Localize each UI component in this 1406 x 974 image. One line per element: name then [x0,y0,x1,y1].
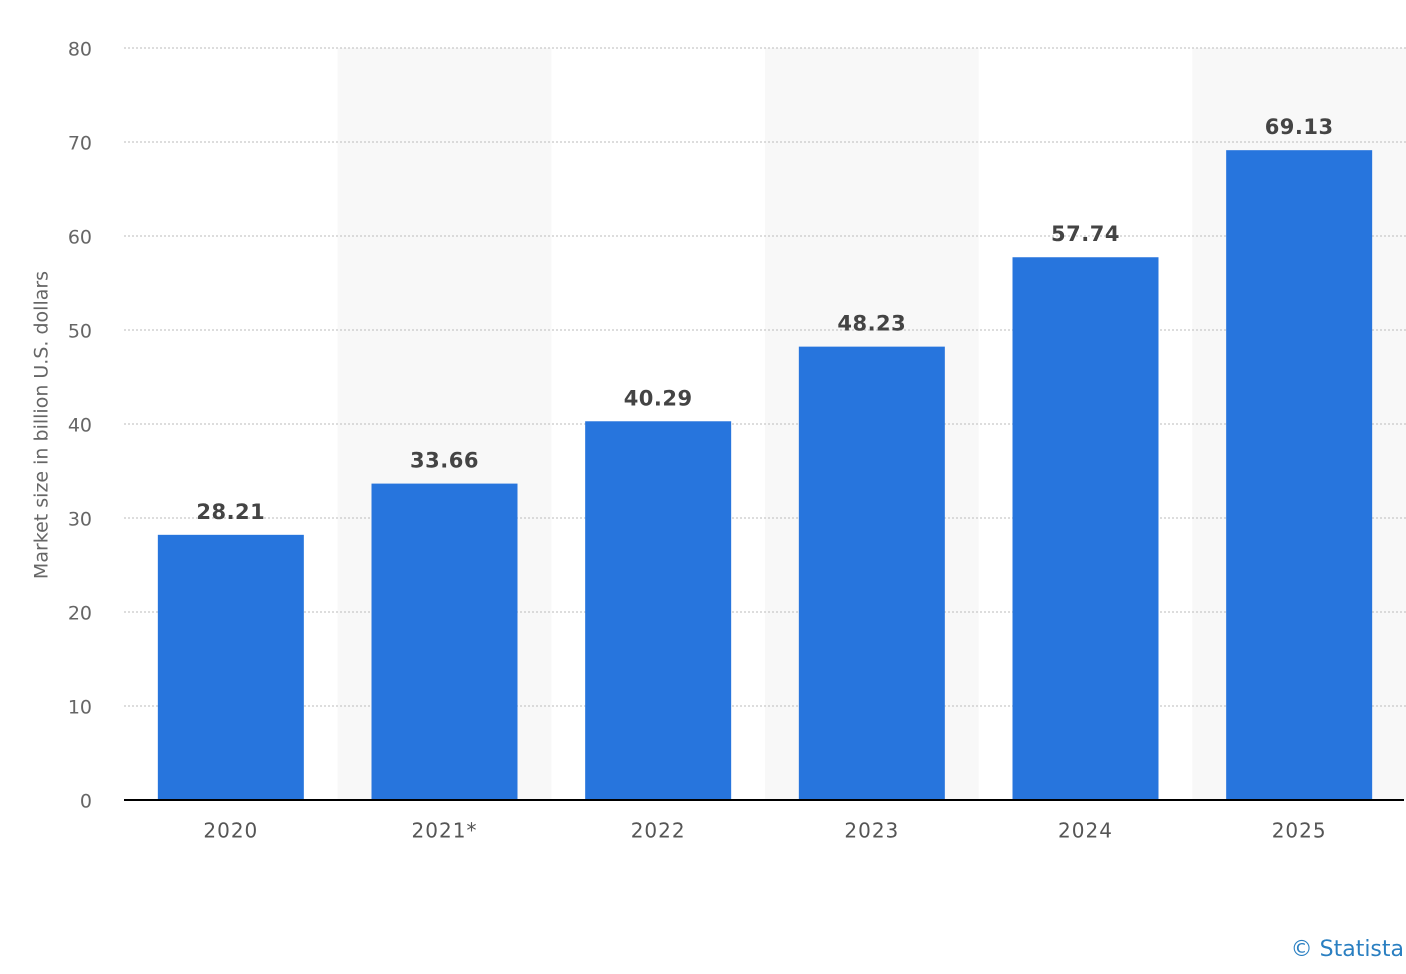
value-label: 48.23 [837,312,906,336]
value-label: 57.74 [1051,222,1120,246]
y-tick-label: 40 [68,415,92,437]
x-tick-label: 2024 [1058,819,1113,843]
y-tick-label: 10 [68,697,92,719]
value-label: 40.29 [624,386,693,410]
x-tick-label: 2020 [203,819,258,843]
y-tick-label: 0 [80,791,92,813]
x-tick-label: 2025 [1272,819,1327,843]
credit[interactable]: © Statista [1291,937,1404,962]
x-tick-label: 2022 [631,819,686,843]
bar [371,483,518,800]
y-tick-label: 20 [68,603,92,625]
bar [157,534,304,800]
y-axis-label: Market size in billion U.S. dollars [31,271,53,579]
y-tick-label: 60 [68,227,92,249]
y-tick-label: 50 [68,321,92,343]
bar [798,346,945,800]
y-tick-label: 70 [68,133,92,155]
x-tick-label: 2023 [844,819,899,843]
bar [1012,257,1159,800]
y-tick-label: 80 [68,39,92,61]
bar [1226,150,1373,801]
value-label: 33.66 [410,449,479,473]
y-tick-label: 30 [68,509,92,531]
value-label: 28.21 [196,500,265,524]
value-label: 69.13 [1265,115,1334,139]
x-tick-label: 2021* [412,819,478,843]
bar [585,421,732,800]
